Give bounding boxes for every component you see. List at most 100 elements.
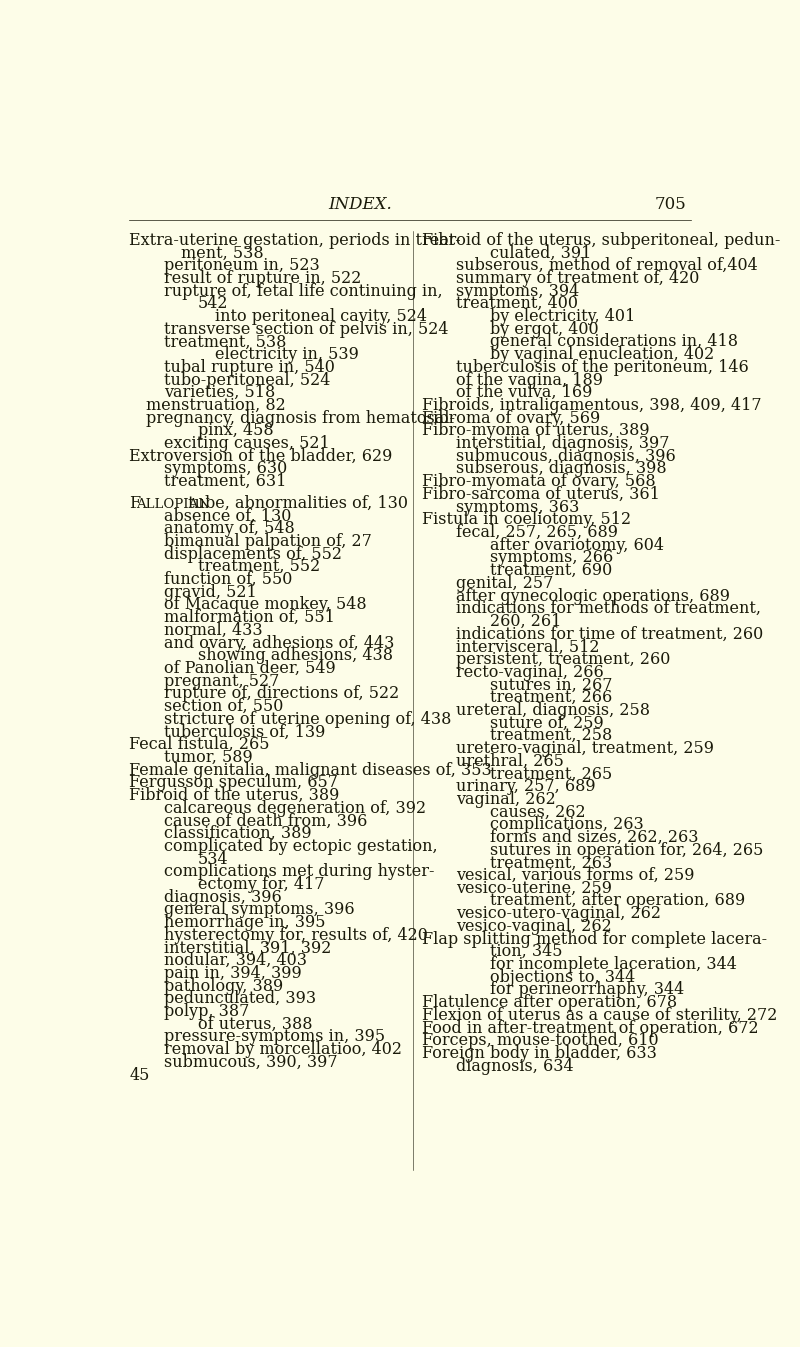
Text: sutures in, 267: sutures in, 267 xyxy=(490,676,612,694)
Text: vesico-uterine, 259: vesico-uterine, 259 xyxy=(456,880,612,897)
Text: ureteral, diagnosis, 258: ureteral, diagnosis, 258 xyxy=(456,702,650,719)
Text: and ovary, adhesions of, 443: and ovary, adhesions of, 443 xyxy=(163,634,394,652)
Text: of Macaque monkey, 548: of Macaque monkey, 548 xyxy=(163,597,366,613)
Text: indications for time of treatment, 260: indications for time of treatment, 260 xyxy=(456,625,763,643)
Text: INDEX.: INDEX. xyxy=(329,197,392,213)
Text: treatment, 690: treatment, 690 xyxy=(490,562,612,579)
Text: treatment, 538: treatment, 538 xyxy=(163,334,286,350)
Text: hysterectomy for, results of, 420: hysterectomy for, results of, 420 xyxy=(163,927,427,944)
Text: complicated by ectopic gestation,: complicated by ectopic gestation, xyxy=(163,838,437,855)
Text: treatment, 266: treatment, 266 xyxy=(490,690,612,706)
Text: complications, 263: complications, 263 xyxy=(490,816,643,834)
Text: treatment, 552: treatment, 552 xyxy=(198,558,320,575)
Text: Fibro-myomata of ovary, 568: Fibro-myomata of ovary, 568 xyxy=(422,473,655,490)
Text: treatment, 265: treatment, 265 xyxy=(490,765,612,783)
Text: uretero-vaginal, treatment, 259: uretero-vaginal, treatment, 259 xyxy=(456,740,714,757)
Text: displacements of, 552: displacements of, 552 xyxy=(163,546,342,563)
Text: Fergusson speculum, 657: Fergusson speculum, 657 xyxy=(130,775,338,791)
Text: showing adhesions, 438: showing adhesions, 438 xyxy=(198,648,393,664)
Text: subserous, method of removal of,404: subserous, method of removal of,404 xyxy=(456,257,758,275)
Text: exciting causes, 521: exciting causes, 521 xyxy=(163,435,330,453)
Text: section of, 550: section of, 550 xyxy=(163,698,283,715)
Text: Fibroid of the uterus, 389: Fibroid of the uterus, 389 xyxy=(130,787,340,804)
Text: Fibroids, intraligamentous, 398, 409, 417: Fibroids, intraligamentous, 398, 409, 41… xyxy=(422,397,762,414)
Text: forms and sizes, 262, 263: forms and sizes, 262, 263 xyxy=(490,828,698,846)
Text: tion, 345: tion, 345 xyxy=(490,943,562,960)
Text: persistent, treatment, 260: persistent, treatment, 260 xyxy=(456,651,670,668)
Text: malformation of, 551: malformation of, 551 xyxy=(163,609,334,626)
Text: causes, 262: causes, 262 xyxy=(490,804,586,820)
Text: objections to, 344: objections to, 344 xyxy=(490,968,635,986)
Text: genital, 257: genital, 257 xyxy=(456,575,553,591)
Text: complications met during hyster-: complications met during hyster- xyxy=(163,863,434,880)
Text: pain in, 394, 399: pain in, 394, 399 xyxy=(163,964,302,982)
Text: normal, 433: normal, 433 xyxy=(163,622,262,638)
Text: Fecal fistula, 265: Fecal fistula, 265 xyxy=(130,737,270,753)
Text: vesical, various forms of, 259: vesical, various forms of, 259 xyxy=(456,867,694,884)
Text: Fistula in coeliotomy, 512: Fistula in coeliotomy, 512 xyxy=(422,512,630,528)
Text: subserous, diagnosis, 398: subserous, diagnosis, 398 xyxy=(456,461,666,477)
Text: treatment, 258: treatment, 258 xyxy=(490,727,612,745)
Text: pregnancy, diagnosis from hematosal-: pregnancy, diagnosis from hematosal- xyxy=(146,409,455,427)
Text: bimanual palpation of, 27: bimanual palpation of, 27 xyxy=(163,533,371,550)
Text: F: F xyxy=(130,494,141,512)
Text: for perineorrhaphy, 344: for perineorrhaphy, 344 xyxy=(490,982,684,998)
Text: into peritoneal cavity, 524: into peritoneal cavity, 524 xyxy=(214,308,426,325)
Text: Fibro-sarcoma of uterus, 361: Fibro-sarcoma of uterus, 361 xyxy=(422,486,659,502)
Text: result of rupture in, 522: result of rupture in, 522 xyxy=(163,269,361,287)
Text: recto-vaginal, 266: recto-vaginal, 266 xyxy=(456,664,603,680)
Text: transverse section of pelvis in, 524: transverse section of pelvis in, 524 xyxy=(163,321,448,338)
Text: vesico-vaginal, 262: vesico-vaginal, 262 xyxy=(456,917,611,935)
Text: 534: 534 xyxy=(198,850,228,867)
Text: diagnosis, 634: diagnosis, 634 xyxy=(456,1057,574,1075)
Text: urinary, 257, 689: urinary, 257, 689 xyxy=(456,779,595,795)
Text: general symptoms, 396: general symptoms, 396 xyxy=(163,901,354,919)
Text: nodular, 394, 403: nodular, 394, 403 xyxy=(163,952,306,970)
Text: rupture of, directions of, 522: rupture of, directions of, 522 xyxy=(163,686,398,702)
Text: symptoms, 266: symptoms, 266 xyxy=(490,550,613,567)
Text: interstitial, 391, 392: interstitial, 391, 392 xyxy=(163,939,331,956)
Text: submucous, 390, 397: submucous, 390, 397 xyxy=(163,1053,337,1071)
Text: of Panolian deer, 549: of Panolian deer, 549 xyxy=(163,660,335,678)
Text: culated, 391: culated, 391 xyxy=(490,245,591,261)
Text: sutures in operation for, 264, 265: sutures in operation for, 264, 265 xyxy=(490,842,763,858)
Text: Foreign body in bladder, 633: Foreign body in bladder, 633 xyxy=(422,1045,657,1061)
Text: vaginal, 262: vaginal, 262 xyxy=(456,791,555,808)
Text: tube, abnormalities of, 130: tube, abnormalities of, 130 xyxy=(182,494,407,512)
Text: Fibro-myoma of uterus, 389: Fibro-myoma of uterus, 389 xyxy=(422,423,650,439)
Text: by ergot, 400: by ergot, 400 xyxy=(490,321,598,338)
Text: submucous, diagnosis, 396: submucous, diagnosis, 396 xyxy=(456,447,675,465)
Text: by vaginal enucleation, 402: by vaginal enucleation, 402 xyxy=(490,346,714,364)
Text: pathology, 389: pathology, 389 xyxy=(163,978,283,994)
Text: peritoneum in, 523: peritoneum in, 523 xyxy=(163,257,319,275)
Text: intervisceral, 512: intervisceral, 512 xyxy=(456,638,599,656)
Text: fecal, 257, 265, 689: fecal, 257, 265, 689 xyxy=(456,524,618,541)
Text: pinx, 458: pinx, 458 xyxy=(198,423,274,439)
Text: tuberculosis of the peritoneum, 146: tuberculosis of the peritoneum, 146 xyxy=(456,358,749,376)
Text: suture of, 259: suture of, 259 xyxy=(490,715,603,731)
Text: removal by morcellatioo, 402: removal by morcellatioo, 402 xyxy=(163,1041,402,1059)
Text: rupture of, fetal life continuing in,: rupture of, fetal life continuing in, xyxy=(163,283,442,299)
Text: 260, 261: 260, 261 xyxy=(490,613,562,630)
Text: after ovariotomy, 604: after ovariotomy, 604 xyxy=(490,536,664,554)
Text: hemorrhage in, 395: hemorrhage in, 395 xyxy=(163,915,325,931)
Text: polyp, 387: polyp, 387 xyxy=(163,1004,249,1020)
Text: symptoms, 363: symptoms, 363 xyxy=(456,498,579,516)
Text: treatment, 400: treatment, 400 xyxy=(456,295,578,313)
Text: gravid, 521: gravid, 521 xyxy=(163,583,256,601)
Text: by electricity, 401: by electricity, 401 xyxy=(490,308,635,325)
Text: Extra-uterine gestation, periods in treat-: Extra-uterine gestation, periods in trea… xyxy=(130,232,461,249)
Text: ectomy for, 417: ectomy for, 417 xyxy=(198,876,324,893)
Text: classification, 389: classification, 389 xyxy=(163,826,311,842)
Text: tubal rupture in, 540: tubal rupture in, 540 xyxy=(163,358,334,376)
Text: treatment, 631: treatment, 631 xyxy=(163,473,286,490)
Text: ALLOPIAN: ALLOPIAN xyxy=(136,498,210,511)
Text: Food in after-treatment of operation, 672: Food in after-treatment of operation, 67… xyxy=(422,1020,758,1036)
Text: electricity in, 539: electricity in, 539 xyxy=(214,346,358,364)
Text: Female genitalia, malignant diseases of, 353: Female genitalia, malignant diseases of,… xyxy=(130,761,492,779)
Text: 705: 705 xyxy=(654,197,686,213)
Text: Flexion of uterus as a cause of sterility, 272: Flexion of uterus as a cause of sterilit… xyxy=(422,1006,777,1024)
Text: indications for methods of treatment,: indications for methods of treatment, xyxy=(456,601,761,617)
Text: tuberculosis of, 139: tuberculosis of, 139 xyxy=(163,723,325,741)
Text: urethral, 265: urethral, 265 xyxy=(456,753,563,769)
